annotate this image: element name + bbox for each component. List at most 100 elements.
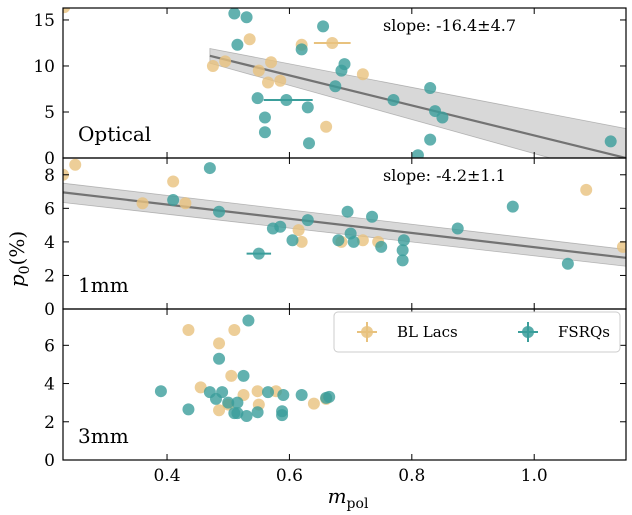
fsrq-point <box>301 214 314 227</box>
confidence-band <box>209 48 626 158</box>
x-axis-label: mpol <box>328 484 369 512</box>
legend-label: FSRQs <box>558 323 610 341</box>
bl-lac-point <box>136 197 149 210</box>
bl-lac-point <box>194 381 207 394</box>
fsrq-point <box>277 389 290 402</box>
y-tick-label: 4 <box>44 375 55 395</box>
x-tick-label: 0.8 <box>398 466 425 486</box>
fsrq-point <box>347 235 360 248</box>
fsrq-point <box>397 234 410 247</box>
bl-lac-point <box>616 240 626 253</box>
bl-lac-point <box>228 324 241 337</box>
fsrq-point <box>231 38 244 51</box>
x-axis-label-main: m <box>328 484 347 508</box>
fsrq-point <box>451 222 464 235</box>
bl-lac-point <box>320 120 333 133</box>
fsrq-point <box>251 92 264 105</box>
fsrq-point <box>295 389 308 402</box>
legend-label: BL Lacs <box>397 323 458 341</box>
bl-lac-point <box>274 74 287 87</box>
fsrq-point <box>280 94 293 107</box>
fsrq-point <box>258 111 271 124</box>
fsrq-point <box>182 403 195 416</box>
legend-marker <box>522 326 534 338</box>
fsrq-point <box>317 20 330 33</box>
legend-marker <box>361 326 373 338</box>
x-axis-label-sub: pol <box>347 496 369 512</box>
fsrq-point <box>375 240 388 253</box>
panel-1mm: 0 2 4 6 8 1mm slope: -4.2±1.1 <box>44 157 627 320</box>
fsrq-point <box>411 149 424 158</box>
fsrq-point <box>231 396 244 409</box>
panel-label: 1mm <box>78 273 129 297</box>
panel-label: Optical <box>78 122 151 146</box>
fsrq-point <box>424 82 437 95</box>
fsrq-point <box>213 352 226 365</box>
fsrq-point <box>301 101 314 114</box>
fit-line <box>63 191 626 259</box>
fsrq-point <box>506 200 519 213</box>
slope-annotation: slope: -4.2±1.1 <box>383 166 506 185</box>
panel-frame <box>62 308 627 461</box>
fsrq-point <box>276 409 289 422</box>
legend: BL Lacs FSRQs <box>333 311 621 353</box>
panels: 0 5 10 15 Optical slope: -16.4±4.7 0 2 4 6 8 1mm slo… <box>33 7 627 486</box>
fsrq-point <box>237 369 250 382</box>
y-tick-label: 0 <box>44 451 55 471</box>
y-tick-label: 2 <box>44 413 55 433</box>
bl-lac-point <box>265 56 278 69</box>
bl-lac-point <box>63 8 71 14</box>
x-tick-label: 1.0 <box>521 466 548 486</box>
fsrq-point <box>295 43 308 56</box>
fsrq-point <box>341 205 354 218</box>
fsrq-point <box>436 111 449 124</box>
fsrq-point <box>258 126 271 139</box>
panel-optical: 0 5 10 15 Optical slope: -16.4±4.7 <box>33 7 627 169</box>
fsrq-point <box>561 257 574 270</box>
fsrq-point <box>228 8 241 20</box>
fsrq-point <box>387 94 400 107</box>
fsrq-point <box>323 390 336 403</box>
bl-lac-point <box>219 55 232 68</box>
y-axis-label: p0(%) <box>5 231 33 287</box>
y-tick-label: 15 <box>33 11 55 31</box>
slope-annotation: slope: -16.4±4.7 <box>383 16 516 35</box>
y-tick-label: 2 <box>44 266 55 286</box>
x-tick-label: 0.6 <box>276 466 303 486</box>
bl-lac-point <box>69 158 82 171</box>
fsrq-point <box>240 410 253 423</box>
bl-lac-point <box>213 337 226 350</box>
y-tick-label: 0 <box>44 149 55 169</box>
fsrq-point <box>286 234 299 247</box>
y-tick-label: 5 <box>44 103 55 123</box>
y-axis-label-main: p <box>5 274 29 287</box>
fit-line <box>209 54 626 158</box>
fsrq-point <box>231 407 244 420</box>
fsrq-point <box>366 210 379 223</box>
fsrq-point <box>274 220 287 233</box>
bl-lac-point <box>326 36 339 49</box>
y-axis-label-sub: 0 <box>17 265 33 274</box>
bl-lac-point <box>182 324 195 337</box>
x-tick-labels: 0.4 0.6 0.8 1.0 <box>154 466 548 486</box>
bl-lac-point <box>206 59 219 72</box>
bl-lac-point <box>295 235 308 248</box>
bl-lac-point <box>262 76 275 89</box>
plot-area <box>63 158 626 270</box>
fsrq-point <box>396 254 409 267</box>
bl-lac-point <box>580 183 593 196</box>
bl-lac-point <box>225 369 238 382</box>
fsrq-point <box>167 193 180 206</box>
fsrq-point <box>240 11 253 24</box>
y-tick-label: 4 <box>44 233 55 253</box>
fsrq-point <box>252 247 265 260</box>
panel-label: 3mm <box>78 424 129 448</box>
y-tick-label: 6 <box>44 336 55 356</box>
y-tick-label: 8 <box>44 166 55 186</box>
y-tick-label: 10 <box>33 57 55 77</box>
y-tick-label: 6 <box>44 199 55 219</box>
fsrq-point <box>424 133 437 146</box>
fsrq-point <box>222 396 235 409</box>
fsrq-point <box>338 58 351 71</box>
bl-lac-point <box>292 224 305 237</box>
